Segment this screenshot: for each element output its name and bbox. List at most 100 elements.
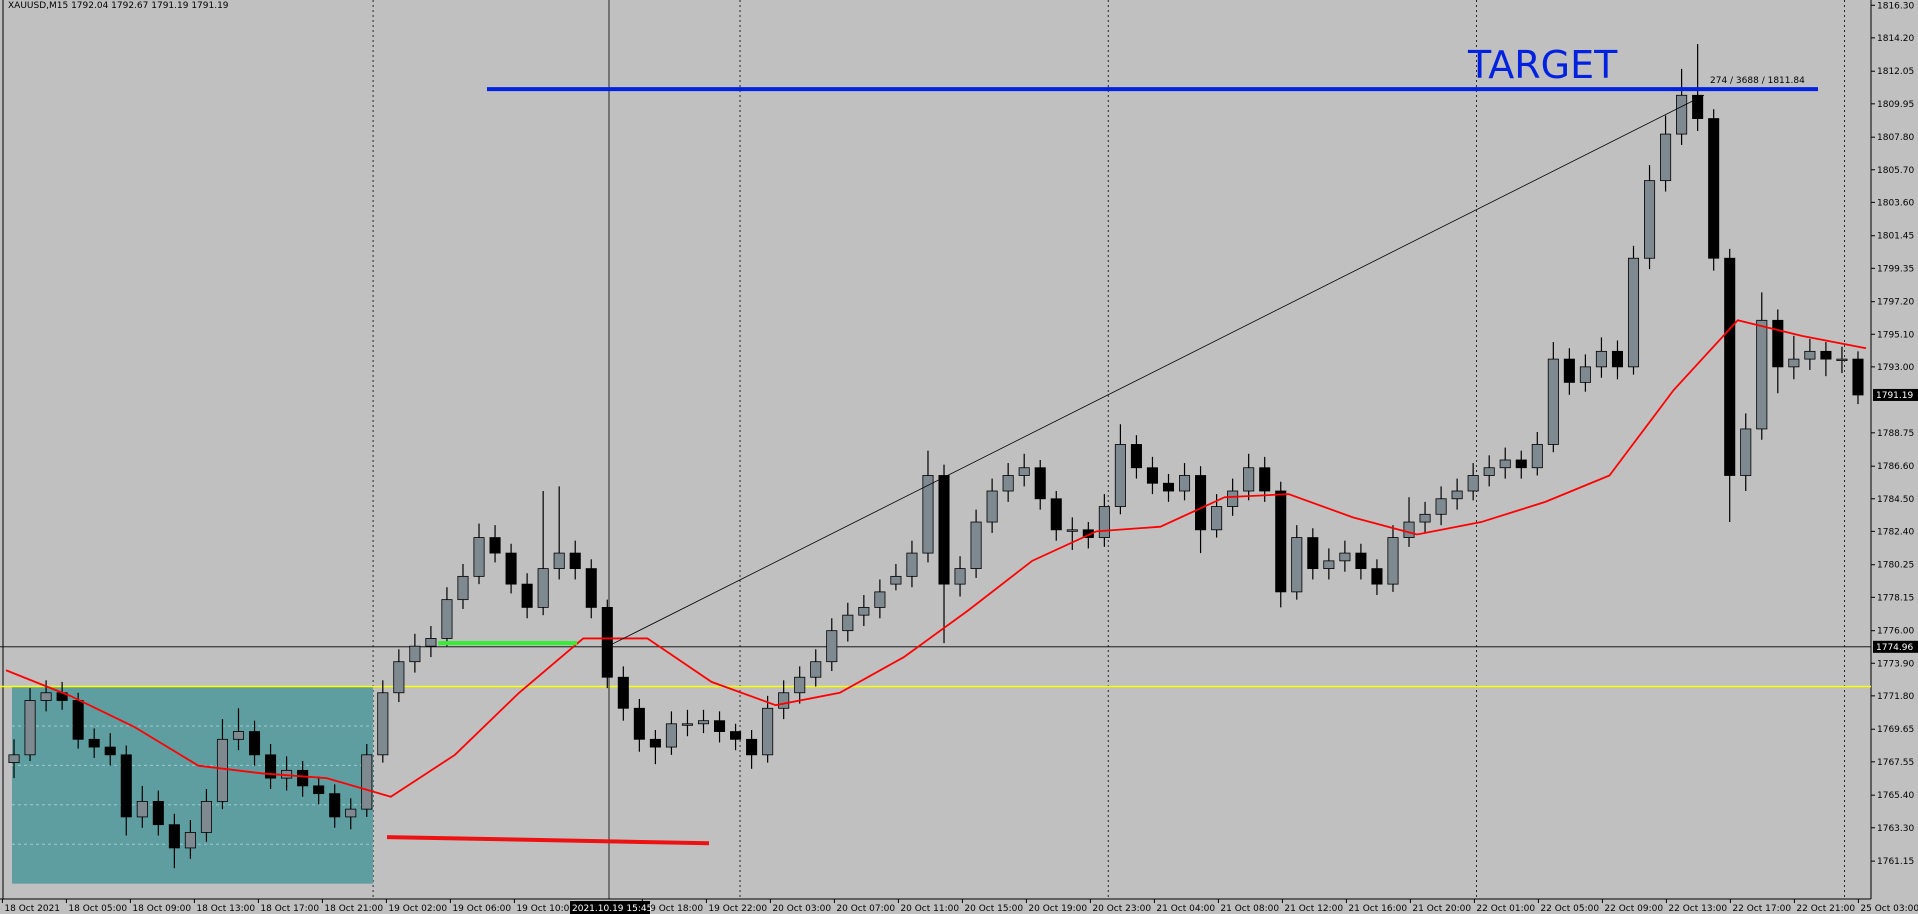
current-price-label: 1774.96 [1876,643,1913,653]
candle-body [730,731,742,740]
candle-body [1788,358,1800,368]
candle-body [72,700,84,740]
candle-body [890,575,902,585]
candle-body [553,552,565,570]
candle-body [1387,537,1399,585]
candle-body [200,800,212,833]
candle-body [393,661,405,694]
candle-body [1114,444,1126,507]
candle-body [1676,94,1688,135]
candle-body [601,607,613,678]
x-tick-label: 21 Oct 12:00 [1284,904,1343,914]
x-tick-label: 19 Oct 10:00 [516,904,575,914]
candle-body [922,475,934,554]
y-tick-label: 1807.80 [1877,133,1914,143]
y-tick-label: 1761.15 [1877,857,1914,867]
candle-body [537,568,549,608]
y-tick-label: 1812.05 [1877,67,1914,77]
y-tick-label: 1782.40 [1877,527,1914,537]
candle-body [1451,490,1463,500]
candle-body [633,707,645,740]
x-tick-label: 19 Oct 18:00 [644,904,703,914]
x-tick-label: 19 Oct 02:00 [388,904,447,914]
candle-body [313,785,325,795]
last-price-label: 1791.19 [1876,391,1913,401]
candle-body [1483,467,1495,476]
candle-body [810,661,822,678]
candle-body [778,692,790,709]
candle-body [794,676,806,694]
support-line [386,835,710,846]
candle-body [8,754,20,763]
y-tick-label: 1795.10 [1877,330,1914,340]
candle-body [1162,482,1175,492]
candle-body [1002,475,1014,492]
candle-body [1211,506,1223,531]
candle-body [986,490,998,523]
candle-body [361,754,373,810]
y-tick-label: 1801.45 [1877,232,1914,242]
candle-body [617,676,629,709]
candle-body [1179,475,1191,492]
candle-body [1531,444,1543,469]
trendline-label: 274 / 3688 / 1811.84 [1710,76,1805,86]
x-tick-label: 20 Oct 11:00 [900,904,959,914]
candle-body [954,568,966,585]
candle-body [1660,133,1672,182]
candle-body [681,723,693,726]
range-box [12,686,373,884]
trend-line [607,94,1705,647]
y-tick-label: 1814.20 [1877,34,1914,44]
candle-body [842,614,854,632]
candle-body [489,537,501,554]
candle-body [585,568,597,608]
candle-body [409,645,421,663]
x-tick-label: 22 Oct 17:00 [1732,904,1791,914]
x-tick-label: 18 Oct 09:00 [132,904,191,914]
candle-body [1146,467,1158,484]
candle-body [1034,467,1046,500]
y-tick-label: 1786.60 [1877,462,1914,472]
candle-body [152,800,164,826]
y-tick-label: 1784.50 [1877,495,1914,505]
candle-body [1595,350,1607,368]
x-tick-label: 18 Oct 17:00 [260,904,319,914]
candle-body [505,552,517,585]
last-price-label-box [1873,388,1918,401]
x-tick-label: 25 Oct 03:00 [1860,904,1918,914]
candle-body [1130,444,1142,469]
candle-body [1419,513,1431,523]
candle-body [1323,560,1335,570]
candle-body [1756,319,1768,430]
candle-body [858,607,870,616]
y-tick-label: 1788.75 [1877,429,1914,439]
y-tick-label: 1809.95 [1877,100,1914,110]
x-tick-label: 21 Oct 16:00 [1348,904,1407,914]
candle-body [1644,180,1656,259]
x-tick-label: 18 Oct 21:00 [324,904,383,914]
candle-body [249,731,261,756]
x-tick-label: 19 Oct 06:00 [452,904,511,914]
candle-body [649,738,661,748]
candle-body [1307,537,1319,570]
candle-body [569,552,581,570]
candle-body [1403,521,1415,538]
candle-body [104,746,116,756]
candle-body [1050,498,1062,531]
x-tick-label: 20 Oct 03:00 [772,904,831,914]
y-tick-label: 1769.65 [1877,725,1914,735]
candle-body [1692,94,1704,119]
candle-body [120,754,132,818]
y-tick-label: 1765.40 [1877,791,1914,801]
y-tick-label: 1803.60 [1877,198,1914,208]
candle-body [1547,358,1559,445]
y-tick-label: 1773.90 [1877,659,1914,669]
candle-body [1852,358,1864,396]
candle-body [24,700,36,756]
candle-body [1339,552,1351,562]
candle-body [1804,350,1816,360]
candle-body [746,738,758,756]
candle-body [1066,529,1078,532]
candle-body [1820,350,1832,360]
